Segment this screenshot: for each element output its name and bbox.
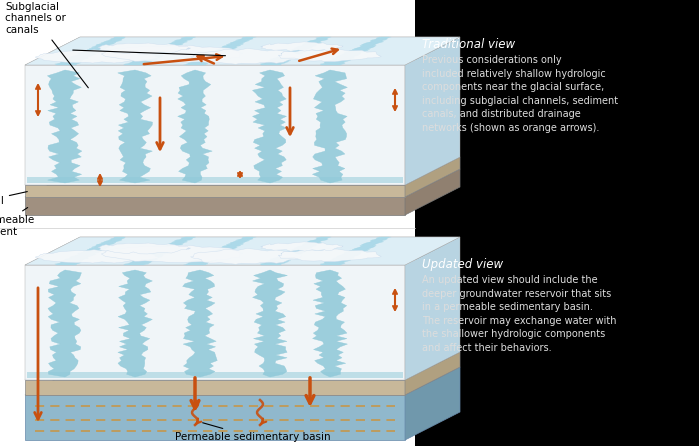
Polygon shape (25, 237, 460, 265)
Polygon shape (25, 37, 460, 65)
Text: Traditional view: Traditional view (422, 38, 515, 51)
Polygon shape (25, 37, 460, 65)
Polygon shape (55, 237, 126, 265)
Text: Impermeable
basement: Impermeable basement (0, 207, 34, 237)
Polygon shape (190, 49, 301, 64)
Polygon shape (48, 270, 81, 377)
Polygon shape (35, 50, 158, 63)
Polygon shape (190, 248, 301, 264)
Polygon shape (101, 245, 243, 263)
Polygon shape (183, 237, 256, 265)
Polygon shape (25, 197, 405, 215)
Polygon shape (57, 237, 125, 265)
Polygon shape (124, 37, 195, 65)
Polygon shape (25, 367, 460, 395)
Polygon shape (101, 45, 243, 62)
Polygon shape (405, 367, 460, 440)
Polygon shape (261, 237, 331, 265)
Polygon shape (117, 70, 152, 183)
Polygon shape (405, 169, 460, 215)
Polygon shape (261, 37, 331, 65)
Polygon shape (27, 177, 403, 183)
Polygon shape (25, 65, 405, 185)
Polygon shape (320, 237, 389, 265)
Text: An updated view should include the
deeper groundwater reservoir that sits
in a p: An updated view should include the deepe… (422, 275, 617, 353)
Polygon shape (312, 70, 347, 183)
Polygon shape (25, 237, 460, 265)
Polygon shape (25, 169, 460, 197)
Polygon shape (25, 352, 460, 380)
Polygon shape (252, 270, 287, 377)
Polygon shape (320, 37, 391, 65)
Polygon shape (261, 42, 343, 51)
Text: Thin till: Thin till (0, 192, 27, 206)
Polygon shape (320, 37, 389, 65)
Polygon shape (405, 157, 460, 197)
Polygon shape (405, 352, 460, 395)
Polygon shape (405, 37, 460, 185)
Polygon shape (182, 270, 217, 377)
Polygon shape (186, 237, 253, 265)
Polygon shape (25, 265, 405, 380)
Text: Permeable sedimentary basin: Permeable sedimentary basin (175, 423, 331, 442)
Polygon shape (25, 157, 460, 185)
Polygon shape (35, 250, 158, 263)
Polygon shape (124, 237, 195, 265)
Polygon shape (260, 237, 331, 265)
Polygon shape (57, 37, 125, 65)
Polygon shape (260, 37, 331, 65)
Polygon shape (320, 237, 391, 265)
Polygon shape (186, 37, 253, 65)
Polygon shape (25, 380, 405, 395)
Text: Updated view: Updated view (422, 258, 503, 271)
Polygon shape (405, 237, 460, 380)
Polygon shape (312, 270, 347, 377)
Polygon shape (25, 395, 405, 440)
Polygon shape (48, 70, 82, 183)
Polygon shape (118, 270, 152, 377)
Polygon shape (252, 70, 287, 183)
Polygon shape (415, 0, 699, 446)
Text: Previous considerations only
included relatively shallow hydrologic
components n: Previous considerations only included re… (422, 55, 618, 133)
Polygon shape (183, 37, 256, 65)
Polygon shape (98, 43, 191, 54)
Polygon shape (27, 372, 403, 378)
Polygon shape (55, 37, 126, 65)
Polygon shape (124, 37, 196, 65)
Polygon shape (25, 185, 405, 197)
Polygon shape (178, 70, 212, 183)
Polygon shape (124, 237, 196, 265)
Polygon shape (98, 243, 191, 254)
Text: Subglacial
channels or
canals: Subglacial channels or canals (5, 2, 88, 88)
Polygon shape (278, 249, 381, 262)
Polygon shape (261, 242, 343, 251)
Polygon shape (278, 49, 381, 62)
